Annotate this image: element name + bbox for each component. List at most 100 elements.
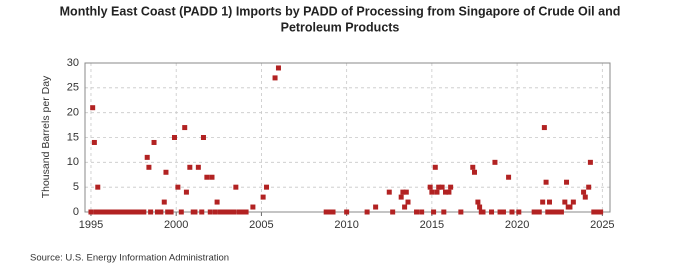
data-point	[209, 174, 215, 180]
data-point	[154, 209, 160, 215]
data-point	[403, 189, 409, 195]
data-point	[207, 209, 213, 215]
y-tick-label: 15	[67, 131, 79, 143]
data-point	[175, 184, 181, 190]
data-point	[131, 209, 137, 215]
data-point	[272, 75, 278, 81]
data-point	[168, 209, 174, 215]
data-point	[231, 209, 237, 215]
data-point	[161, 199, 167, 205]
source-note: Source: U.S. Energy Information Administ…	[30, 253, 229, 264]
data-point	[475, 199, 481, 205]
data-point	[148, 209, 154, 215]
data-point	[419, 209, 425, 215]
data-point	[443, 189, 449, 195]
data-point	[594, 209, 600, 215]
data-point	[400, 189, 406, 195]
data-point	[581, 189, 587, 195]
y-tick-label: 5	[73, 181, 79, 193]
data-point	[492, 159, 498, 165]
data-point	[516, 209, 522, 215]
data-point	[224, 209, 230, 215]
data-point	[250, 204, 256, 210]
y-tick-label: 0	[73, 206, 79, 218]
data-point	[558, 209, 564, 215]
data-point	[500, 209, 506, 215]
data-point	[548, 209, 554, 215]
data-point	[439, 184, 445, 190]
data-point	[110, 209, 116, 215]
data-point	[441, 209, 447, 215]
data-point	[260, 194, 266, 200]
data-point	[117, 209, 123, 215]
data-point	[200, 135, 206, 140]
x-tick-label: 2020	[505, 219, 529, 231]
data-point	[431, 209, 437, 215]
y-tick-label: 20	[67, 107, 79, 119]
data-point	[364, 209, 370, 215]
y-axis-label: Thousand Barrels per Day	[40, 75, 52, 198]
x-tick-label: 2000	[164, 219, 188, 231]
data-point	[212, 209, 218, 215]
data-point	[497, 209, 503, 215]
data-point	[386, 189, 392, 195]
data-point	[582, 194, 588, 200]
data-point	[471, 169, 477, 175]
data-point	[567, 204, 573, 210]
data-point	[402, 204, 408, 210]
data-point	[107, 209, 113, 215]
data-point	[586, 184, 592, 190]
data-point	[591, 209, 597, 215]
data-point	[183, 189, 189, 195]
data-point	[414, 209, 420, 215]
data-point	[171, 135, 177, 140]
y-tick-label: 30	[67, 57, 79, 69]
data-point	[233, 184, 239, 190]
data-point	[477, 204, 483, 210]
data-point	[541, 125, 547, 131]
x-tick-label: 1995	[79, 219, 103, 231]
data-point	[506, 174, 512, 180]
data-point	[552, 209, 558, 215]
data-point	[178, 209, 184, 215]
chart-title: Petroleum Products	[281, 20, 400, 34]
data-point	[264, 184, 270, 190]
data-point	[95, 184, 101, 190]
data-point	[127, 209, 133, 215]
chart-title: Monthly East Coast (PADD 1) Imports by P…	[60, 4, 621, 18]
data-point	[555, 209, 561, 215]
data-point	[214, 199, 220, 205]
data-point	[432, 164, 438, 170]
data-point	[540, 199, 546, 205]
data-point	[114, 209, 120, 215]
data-point	[199, 209, 205, 215]
data-point	[390, 209, 396, 215]
data-point	[182, 125, 188, 131]
data-point	[240, 209, 246, 215]
data-point	[480, 209, 486, 215]
data-point	[195, 164, 201, 170]
data-point	[398, 194, 404, 200]
data-point	[165, 209, 171, 215]
x-tick-label: 2015	[420, 219, 444, 231]
data-point	[543, 179, 549, 185]
data-point	[546, 199, 552, 205]
data-point	[218, 209, 224, 215]
data-point	[243, 209, 249, 215]
data-point	[228, 209, 234, 215]
data-point	[562, 199, 568, 205]
data-point	[429, 189, 435, 195]
x-tick-label: 2010	[334, 219, 358, 231]
x-tick-label: 2005	[249, 219, 273, 231]
data-point	[489, 209, 495, 215]
data-point	[427, 184, 433, 190]
x-tick-label: 2025	[590, 219, 614, 231]
data-point	[470, 164, 476, 170]
data-point	[405, 199, 411, 205]
data-point	[96, 209, 102, 215]
data-point	[448, 184, 454, 190]
data-point	[103, 209, 109, 215]
data-point	[221, 209, 227, 215]
data-point	[344, 209, 350, 215]
data-point	[275, 65, 281, 71]
